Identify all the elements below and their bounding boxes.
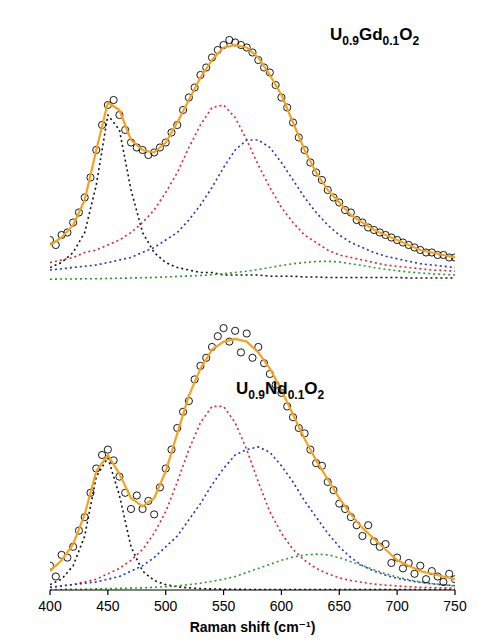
component-peak bbox=[50, 554, 455, 589]
x-tick-label: 650 bbox=[328, 598, 352, 614]
data-point bbox=[399, 565, 406, 572]
data-point bbox=[52, 573, 59, 580]
data-point bbox=[237, 349, 244, 356]
x-tick-label: 600 bbox=[270, 598, 294, 614]
x-tick bbox=[454, 590, 455, 595]
data-point bbox=[422, 576, 429, 583]
x-tick bbox=[339, 590, 340, 595]
data-point bbox=[417, 562, 424, 569]
x-axis-label: Raman shift (cm⁻¹) bbox=[190, 619, 316, 635]
chart-root: U0.9Gd0.1O2 U0.9Nd0.1O2 400 450 500 550 600 650… bbox=[0, 0, 477, 641]
x-tick-label: 550 bbox=[212, 598, 236, 614]
data-point bbox=[440, 578, 447, 585]
data-point bbox=[110, 96, 117, 103]
x-axis bbox=[50, 589, 455, 590]
x-tick bbox=[223, 590, 224, 595]
data-point bbox=[127, 505, 134, 512]
x-tick-label: 450 bbox=[96, 598, 120, 614]
panel-title: U0.9Gd0.1O2 bbox=[330, 25, 420, 48]
data-point bbox=[220, 325, 227, 332]
data-point bbox=[232, 327, 239, 334]
data-point bbox=[359, 532, 366, 539]
data-point bbox=[133, 492, 140, 499]
component-peak bbox=[50, 261, 455, 279]
component-peak bbox=[50, 140, 455, 270]
x-tick bbox=[107, 590, 108, 595]
data-point bbox=[243, 330, 250, 337]
data-point bbox=[98, 451, 105, 458]
component-peak bbox=[50, 105, 455, 271]
data-point bbox=[249, 354, 256, 361]
x-tick bbox=[281, 590, 282, 595]
data-point bbox=[214, 333, 221, 340]
component-peak bbox=[50, 458, 455, 590]
x-tick-label: 500 bbox=[154, 598, 178, 614]
x-tick bbox=[49, 590, 50, 595]
plot-area bbox=[50, 36, 455, 279]
component-peak bbox=[50, 406, 455, 588]
x-tick bbox=[397, 590, 398, 595]
component-peak bbox=[50, 447, 455, 587]
data-point bbox=[411, 570, 418, 577]
x-tick-label: 400 bbox=[38, 598, 62, 614]
x-tick-label: 700 bbox=[385, 598, 409, 614]
plot-area bbox=[50, 325, 455, 590]
fit-line bbox=[50, 339, 455, 579]
component-peak bbox=[50, 115, 455, 278]
data-point bbox=[388, 559, 395, 566]
data-point bbox=[104, 446, 111, 453]
x-tick bbox=[165, 590, 166, 595]
fit-line bbox=[50, 45, 455, 258]
x-tick-label: 750 bbox=[443, 598, 467, 614]
data-point bbox=[365, 522, 372, 529]
data-point bbox=[151, 511, 158, 518]
panel-title: U0.9Nd0.1O2 bbox=[236, 379, 325, 402]
